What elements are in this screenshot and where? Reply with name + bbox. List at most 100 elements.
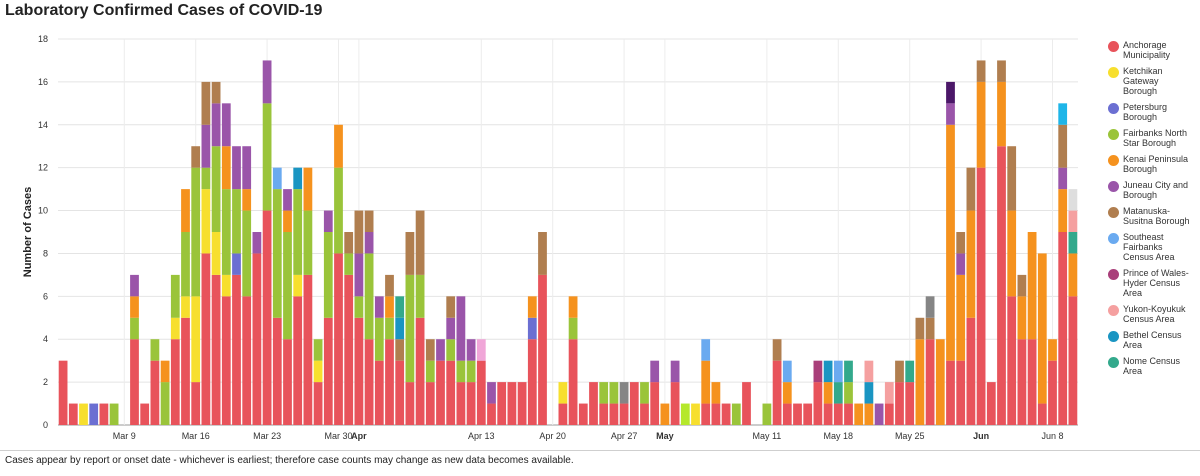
legend-item[interactable]: Fairbanks North Star Borough	[1108, 128, 1198, 148]
bar-segment	[619, 382, 629, 404]
bar-segment	[242, 146, 252, 190]
legend-swatch	[1108, 41, 1119, 52]
bar-segment	[884, 382, 894, 404]
bar-segment	[691, 403, 700, 425]
bar-segment	[558, 403, 568, 425]
legend-swatch	[1108, 155, 1119, 166]
legend-item[interactable]: Yukon-Koyukuk Census Area	[1108, 304, 1198, 324]
bar-segment	[334, 253, 343, 425]
bar-segment	[527, 339, 537, 425]
bar-segment	[446, 339, 456, 361]
bar-segment	[405, 232, 415, 275]
legend-label: Anchorage Municipality	[1123, 40, 1171, 60]
legend-item[interactable]: Matanuska-Susitna Borough	[1108, 206, 1198, 226]
bar-segment	[160, 360, 170, 383]
bar-segment	[181, 189, 190, 232]
bar-segment	[201, 253, 211, 425]
bar-segment	[395, 339, 405, 361]
bar-segment	[997, 146, 1006, 425]
bar-segment	[670, 382, 680, 425]
legend-item[interactable]: Southeast Fairbanks Census Area	[1108, 232, 1198, 262]
legend-item[interactable]: Juneau City and Borough	[1108, 180, 1198, 200]
bar-segment	[191, 146, 201, 168]
legend-item[interactable]: Anchorage Municipality	[1108, 40, 1198, 60]
bar-segment	[1027, 339, 1037, 425]
legend-label: Southeast Fairbanks Census Area	[1123, 232, 1175, 262]
bar-segment	[130, 296, 139, 318]
bar-segment	[191, 296, 201, 383]
bar-segment	[833, 382, 843, 404]
bar-segment	[1017, 339, 1027, 425]
legend-swatch	[1108, 181, 1119, 192]
bar-segment	[915, 339, 925, 425]
chart-legend: Anchorage Municipality Ketchikan Gateway …	[1108, 40, 1198, 382]
bar-segment	[701, 360, 711, 404]
legend-item[interactable]: Bethel Census Area	[1108, 330, 1198, 350]
bar-segment	[1007, 146, 1017, 211]
bar-segment	[874, 403, 884, 425]
y-tick-label: 16	[38, 77, 48, 87]
bar-segment	[323, 317, 333, 425]
bar-segment	[966, 167, 976, 211]
x-tick-label: Mar 23	[253, 431, 281, 441]
bar-segment	[507, 382, 517, 425]
bar-segment	[303, 210, 313, 275]
bar-segment	[160, 382, 170, 425]
bar-segment	[283, 339, 292, 425]
bar-segment	[629, 382, 639, 425]
bar-segment	[895, 360, 904, 383]
legend-item[interactable]: Petersburg Borough	[1108, 102, 1198, 122]
bar-segment	[813, 360, 823, 383]
bar-segment	[283, 210, 292, 232]
bar-segment	[640, 403, 649, 425]
bar-segment	[1048, 360, 1057, 425]
bar-segment	[221, 103, 231, 147]
bar-segment	[405, 274, 415, 383]
bar-segment	[58, 360, 68, 425]
bar-segment	[956, 360, 966, 425]
legend-label: Bethel Census Area	[1123, 330, 1182, 350]
bar-segment	[436, 339, 445, 361]
bar-segment	[966, 317, 976, 425]
bar-segment	[201, 167, 211, 190]
bar-segment	[701, 403, 711, 425]
bar-segment	[313, 360, 323, 383]
bar-segment	[803, 403, 813, 425]
legend-item[interactable]: Ketchikan Gateway Borough	[1108, 66, 1198, 96]
bar-segment	[303, 274, 313, 425]
legend-swatch	[1108, 233, 1119, 244]
bar-segment	[170, 274, 180, 318]
bar-segment	[283, 232, 292, 340]
bar-segment	[385, 339, 394, 425]
legend-label: Fairbanks North Star Borough	[1123, 128, 1188, 148]
legend-label: Matanuska-Susitna Borough	[1123, 206, 1190, 226]
legend-swatch	[1108, 129, 1119, 140]
bar-segment	[221, 146, 231, 190]
bar-segment	[905, 360, 915, 383]
bar-segment	[415, 274, 425, 318]
y-axis-label: Number of Cases	[22, 187, 34, 277]
bar-segment	[527, 296, 537, 318]
legend-item[interactable]: Nome Census Area	[1108, 356, 1198, 376]
legend-swatch	[1108, 269, 1119, 280]
bar-segment	[864, 403, 874, 425]
bar-segment	[864, 382, 874, 404]
bar-segment	[640, 382, 649, 404]
bar-segment	[976, 60, 986, 82]
bar-segment	[558, 382, 568, 404]
bar-segment	[364, 232, 374, 254]
bar-segment	[221, 296, 231, 425]
x-tick-label: Mar 16	[182, 431, 210, 441]
bar-segment	[680, 403, 690, 425]
bar-segment	[344, 232, 354, 254]
x-tick-label: May 18	[824, 431, 854, 441]
legend-swatch	[1108, 207, 1119, 218]
bar-segment	[313, 382, 323, 425]
bar-segment	[650, 382, 660, 425]
legend-item[interactable]: Prince of Wales-Hyder Census Area	[1108, 268, 1198, 298]
bar-segment	[1058, 189, 1068, 232]
bar-segment	[701, 339, 711, 361]
legend-item[interactable]: Kenai Peninsula Borough	[1108, 154, 1198, 174]
bar-segment	[946, 124, 955, 361]
